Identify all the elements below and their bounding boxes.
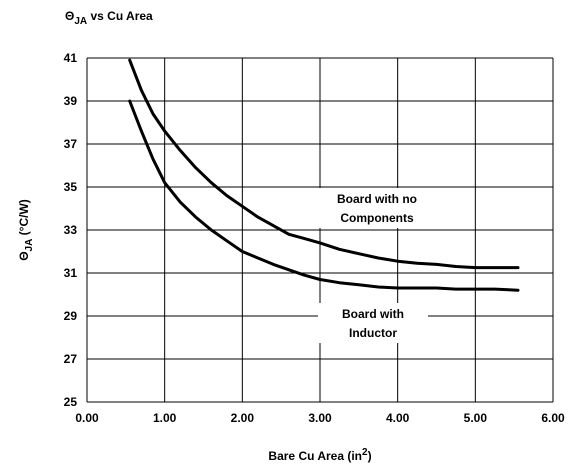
grid bbox=[86, 57, 554, 403]
legend-no-components-line1: Board with no bbox=[337, 192, 417, 206]
x-tick-label: 2.00 bbox=[231, 411, 255, 425]
series-line-1 bbox=[128, 99, 520, 292]
chart-title: ΘJA vs Cu Area bbox=[65, 9, 153, 27]
y-tick-label: 25 bbox=[64, 395, 78, 409]
y-tick-label: 37 bbox=[64, 137, 78, 151]
title-rest: vs Cu Area bbox=[87, 9, 153, 23]
x-tick-label: 4.00 bbox=[386, 411, 410, 425]
x-tick-label: 3.00 bbox=[308, 411, 332, 425]
y-tick-label: 41 bbox=[64, 51, 78, 65]
legend-inductor-line2: Inductor bbox=[349, 326, 397, 340]
y-tick-label: 33 bbox=[64, 223, 78, 237]
xlabel-superscript: 2 bbox=[362, 447, 368, 458]
legend-no-components-line2: Components bbox=[340, 211, 414, 225]
x-tick-label: 1.00 bbox=[153, 411, 177, 425]
legend-no-components: Board with no Components bbox=[316, 188, 438, 228]
legend-inductor: Board with Inductor bbox=[318, 303, 428, 343]
title-subscript: JA bbox=[74, 16, 87, 27]
x-tick-label: 0.00 bbox=[75, 411, 99, 425]
legend-inductor-line1: Board with bbox=[342, 307, 404, 321]
ylabel-rest: (°C/W) bbox=[17, 199, 31, 238]
x-tick-label: 6.00 bbox=[541, 411, 565, 425]
ylabel-theta: Θ bbox=[17, 251, 31, 260]
x-tick-label: 5.00 bbox=[464, 411, 488, 425]
y-tick-label: 39 bbox=[64, 94, 78, 108]
xlabel-close: ) bbox=[368, 449, 372, 463]
title-theta: Θ bbox=[65, 9, 74, 23]
series-line-0 bbox=[128, 58, 520, 270]
series-lines bbox=[128, 58, 520, 292]
y-tick-label: 35 bbox=[64, 180, 78, 194]
ylabel-subscript: JA bbox=[24, 239, 35, 252]
legend-inductor-bg bbox=[318, 303, 428, 343]
y-tick-label: 31 bbox=[64, 266, 78, 280]
y-tick-label: 29 bbox=[64, 309, 78, 323]
y-tick-labels: 25 27 29 31 33 35 37 39 41 bbox=[64, 51, 78, 409]
y-axis-label: ΘJA (°C/W) bbox=[17, 199, 35, 261]
xlabel-main: Bare Cu Area (in bbox=[268, 449, 362, 463]
x-axis-label: Bare Cu Area (in2) bbox=[268, 447, 371, 463]
x-tick-labels: 0.00 1.00 2.00 3.00 4.00 5.00 6.00 bbox=[75, 411, 565, 425]
legend-no-components-bg bbox=[316, 188, 438, 228]
y-tick-label: 27 bbox=[64, 352, 78, 366]
